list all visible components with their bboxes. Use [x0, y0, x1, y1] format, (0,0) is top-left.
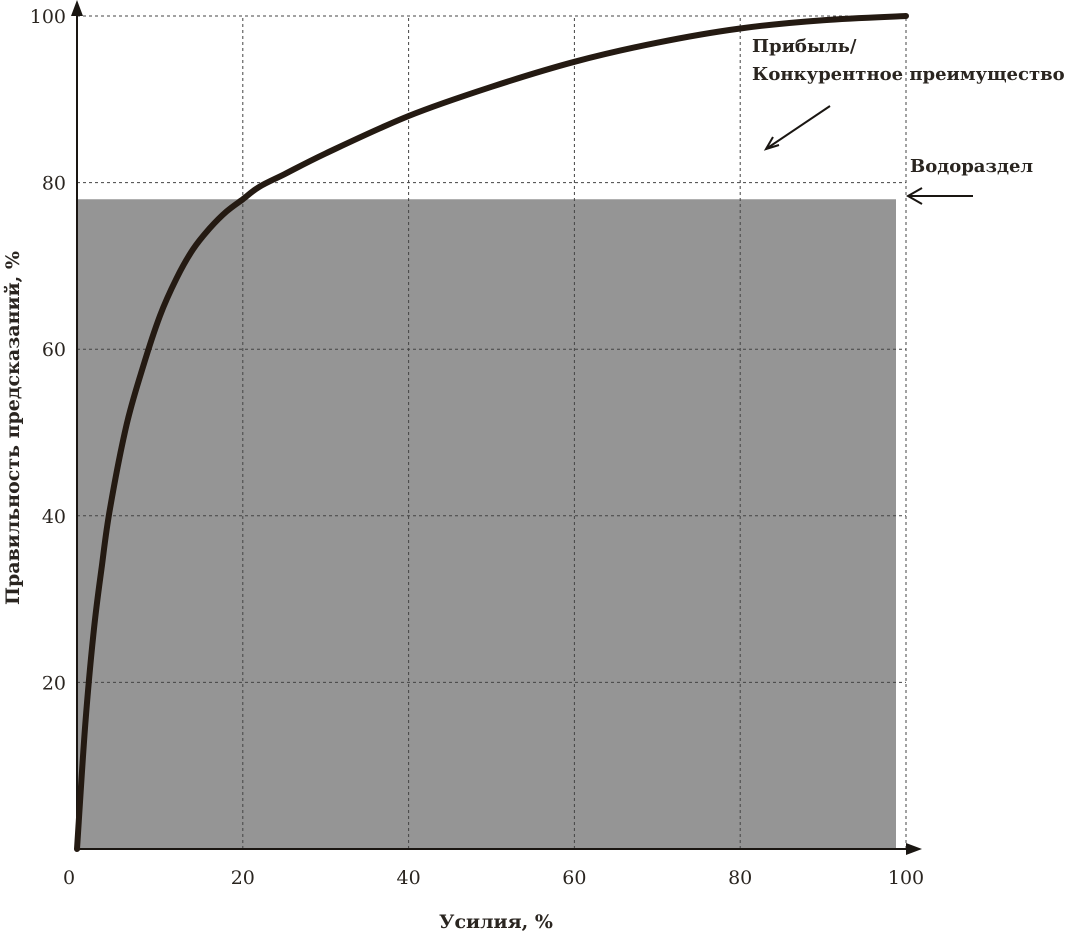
grid [77, 15, 907, 849]
y-tick-label: 40 [42, 506, 66, 528]
y-axis-arrow [71, 0, 83, 16]
axes [71, 0, 922, 855]
annotation-watershed: Водораздел [910, 156, 1033, 177]
x-tick-label: 100 [888, 867, 924, 889]
y-tick-label: 80 [42, 173, 66, 195]
y-tick-label: 100 [30, 6, 66, 28]
y-axis-title: Правильность предсказаний, % [2, 251, 24, 605]
x-tick-label: 80 [728, 867, 752, 889]
tick-labels: 0 20 40 60 80 100 20 40 60 80 100 [30, 6, 924, 889]
annotation-watershed-arrow [905, 187, 973, 205]
x-axis-title: Усилия, % [439, 911, 553, 933]
annotation-profit-line-2: Конкурентное преимущество [752, 64, 1065, 85]
x-tick-label: 60 [562, 867, 586, 889]
y-tick-label: 20 [42, 672, 66, 694]
shaded-region [77, 199, 896, 849]
x-tick-label: 0 [63, 867, 75, 889]
series-line [74, 13, 909, 852]
x-tick-label: 40 [397, 867, 421, 889]
x-axis-arrow [906, 843, 922, 855]
annotation-profit-line-1: Прибыль/ [752, 36, 857, 57]
annotation-profit-arrow [763, 105, 831, 151]
x-tick-label: 20 [231, 867, 255, 889]
y-tick-label: 60 [42, 339, 66, 361]
